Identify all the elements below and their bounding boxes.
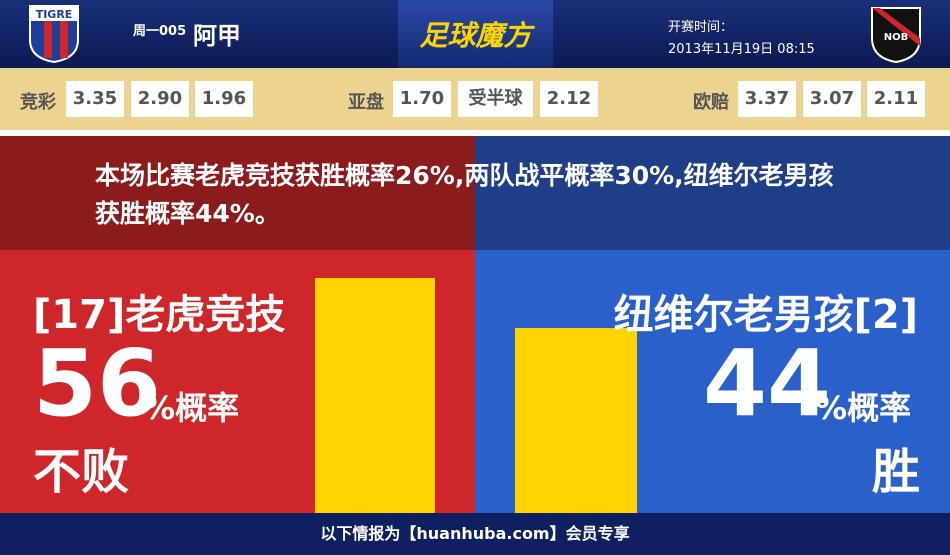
odds-value: 受半球 bbox=[458, 81, 533, 117]
odds-label: 欧赔 bbox=[693, 92, 729, 113]
odds-value: 2.90 bbox=[131, 81, 189, 117]
odds-value: 3.35 bbox=[66, 81, 124, 117]
odds-label: 亚盘 bbox=[348, 92, 384, 113]
away-outcome: 胜 bbox=[871, 444, 920, 500]
summary: 本场比赛老虎竞技获胜概率26%,两队战平概率30%,纽维尔老男孩获胜概率44%。 bbox=[95, 161, 834, 228]
away-team: 纽维尔老男孩[2] bbox=[613, 292, 918, 338]
home-unit: %概率 bbox=[143, 389, 240, 427]
brand-box bbox=[398, 0, 553, 68]
home-bar bbox=[315, 277, 435, 513]
home-probability: 56 bbox=[33, 330, 162, 437]
home-logo: TIGRE bbox=[29, 5, 79, 64]
kickoff-time: 2013年11月19日 08:15 bbox=[668, 42, 815, 57]
odds-value: 3.07 bbox=[803, 81, 861, 117]
kickoff-label: 开赛时间： bbox=[668, 20, 734, 35]
footer: 以下情报为【huanhuba.com】会员专享 bbox=[0, 513, 950, 555]
home-team: [17]老虎竞技 bbox=[33, 292, 286, 338]
odds-label: 竞彩 bbox=[20, 92, 56, 113]
odds-value: 2.12 bbox=[540, 81, 598, 117]
summary-left bbox=[0, 136, 475, 250]
away-unit: %概率 bbox=[815, 389, 912, 427]
match-no: 周一005 bbox=[133, 24, 187, 39]
summary-right bbox=[475, 136, 950, 250]
brand: 足球魔方 bbox=[419, 19, 532, 52]
home-logo-text: TIGRE bbox=[36, 8, 73, 21]
home-outcome: 不败 bbox=[33, 444, 130, 500]
odds-value: 2.11 bbox=[867, 81, 925, 117]
odds-value: 1.70 bbox=[393, 81, 451, 117]
away-bar bbox=[515, 328, 637, 513]
away-logo-text: NOB bbox=[884, 32, 909, 43]
away-probability: 44 bbox=[703, 330, 832, 437]
odds-value: 3.37 bbox=[738, 81, 796, 117]
odds-value: 1.96 bbox=[195, 81, 253, 117]
away-logo: NOB bbox=[871, 7, 921, 64]
league: 阿甲 bbox=[193, 22, 241, 50]
